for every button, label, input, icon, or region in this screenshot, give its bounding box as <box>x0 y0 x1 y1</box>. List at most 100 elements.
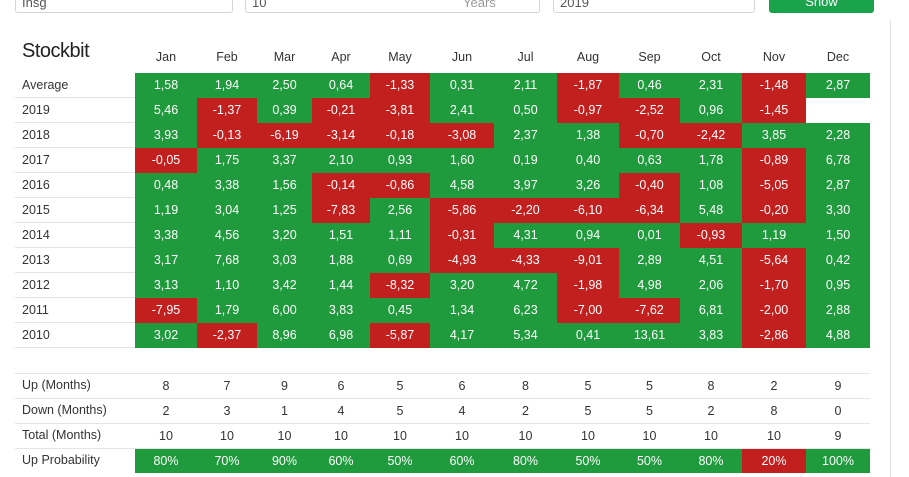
row-divider <box>15 448 870 449</box>
return-cell: -6,10 <box>557 198 619 223</box>
row-label: 2019 <box>22 103 50 117</box>
stock-input-text: Insg <box>22 0 47 10</box>
return-cell: -2,52 <box>619 98 680 123</box>
summary-cell: 50% <box>557 449 619 473</box>
return-cell: 0,45 <box>370 298 430 323</box>
return-cell: 3,93 <box>135 123 197 148</box>
summary-cell: 5 <box>646 404 653 418</box>
return-cell: -2,37 <box>197 323 257 348</box>
row-label: 2018 <box>22 128 50 142</box>
month-header: Nov <box>762 50 786 64</box>
return-cell: 4,88 <box>806 323 870 348</box>
return-cell: -5,87 <box>370 323 430 348</box>
row-label: 2010 <box>22 328 50 342</box>
summary-cell: 10 <box>159 429 173 443</box>
return-cell: -0,05 <box>135 148 197 173</box>
return-cell: -3,14 <box>312 123 370 148</box>
return-cell: 3,20 <box>430 273 494 298</box>
return-cell: -4,93 <box>430 248 494 273</box>
row-label: 2014 <box>22 228 50 242</box>
row-divider <box>15 222 135 223</box>
summary-cell: 8 <box>162 379 170 393</box>
row-divider <box>15 247 135 248</box>
row-label: 2016 <box>22 178 50 192</box>
row-divider <box>15 322 135 323</box>
summary-cell: 9 <box>281 379 288 393</box>
return-cell: 0,01 <box>619 223 680 248</box>
return-cell: 2,37 <box>494 123 557 148</box>
return-cell: 1,78 <box>680 148 742 173</box>
years-input-text: 10 <box>252 0 267 10</box>
summary-cell: 3 <box>223 404 231 418</box>
row-label: 2015 <box>22 203 50 217</box>
summary-cell: 10 <box>277 429 292 443</box>
return-cell: 0,19 <box>494 148 557 173</box>
return-cell: -0,40 <box>619 173 680 198</box>
summary-cell: 10 <box>393 429 407 443</box>
return-cell: -2,20 <box>494 198 557 223</box>
return-cell: -0,13 <box>197 123 257 148</box>
summary-cell: 2 <box>522 404 529 418</box>
summary-cell: 100% <box>806 449 870 473</box>
return-cell: -0,14 <box>312 173 370 198</box>
month-header: Sep <box>638 50 661 64</box>
return-cell: 6,23 <box>494 298 557 323</box>
return-cell: -0,86 <box>370 173 430 198</box>
return-cell: 1,08 <box>680 173 742 198</box>
return-cell: 3,85 <box>742 123 806 148</box>
return-cell: 3,03 <box>257 248 312 273</box>
summary-cell: 10 <box>334 429 348 443</box>
summary-label: Total (Months) <box>22 428 102 442</box>
return-cell: 4,31 <box>494 223 557 248</box>
summary-cell: 90% <box>257 449 312 473</box>
return-cell: -0,97 <box>557 98 619 123</box>
return-cell: 1,25 <box>257 198 312 223</box>
summary-label: Down (Months) <box>22 403 107 417</box>
summary-cell: 9 <box>834 379 842 393</box>
year-input[interactable] <box>553 0 755 13</box>
return-cell: 0,42 <box>806 248 870 273</box>
summary-cell: 80% <box>680 449 742 473</box>
month-header: Aug <box>576 50 600 64</box>
return-cell: -0,70 <box>619 123 680 148</box>
summary-label: Up (Months) <box>22 378 91 392</box>
row-divider <box>15 347 135 348</box>
years-unit: Years <box>463 0 496 10</box>
return-cell: 1,88 <box>312 248 370 273</box>
return-cell: 0,31 <box>430 73 494 98</box>
summary-cell: 0 <box>834 404 842 418</box>
return-cell: 1,34 <box>430 298 494 323</box>
return-cell: 1,60 <box>430 148 494 173</box>
years-input[interactable] <box>245 0 540 13</box>
return-cell: 1,44 <box>312 273 370 298</box>
summary-cell: 50% <box>619 449 680 473</box>
return-cell: 3,13 <box>135 273 197 298</box>
return-cell: -3,08 <box>430 123 494 148</box>
return-cell: 2,88 <box>806 298 870 323</box>
return-cell: -2,42 <box>680 123 742 148</box>
return-cell: -1,33 <box>370 73 430 98</box>
month-header: Jan <box>155 50 177 64</box>
return-cell: -1,45 <box>742 98 806 123</box>
row-divider <box>15 197 135 198</box>
return-cell: 6,81 <box>680 298 742 323</box>
summary-cell: 10 <box>767 429 781 443</box>
summary-cell: 10 <box>704 429 718 443</box>
show-button[interactable]: Show <box>769 0 874 13</box>
month-header: Apr <box>331 50 351 64</box>
return-cell: 3,38 <box>197 173 257 198</box>
return-cell: 13,61 <box>619 323 680 348</box>
summary-cell: 70% <box>197 449 257 473</box>
card-border <box>890 20 891 477</box>
summary-cell: 5 <box>396 379 404 393</box>
return-cell: -0,89 <box>742 148 806 173</box>
return-cell: 0,94 <box>557 223 619 248</box>
stock-input[interactable] <box>15 0 233 13</box>
return-cell: -1,48 <box>742 73 806 98</box>
row-label: 2012 <box>22 278 50 292</box>
return-cell: 3,97 <box>494 173 557 198</box>
return-cell: 3,17 <box>135 248 197 273</box>
return-cell: 1,56 <box>257 173 312 198</box>
row-label: 2013 <box>22 253 50 267</box>
row-divider <box>15 97 135 98</box>
